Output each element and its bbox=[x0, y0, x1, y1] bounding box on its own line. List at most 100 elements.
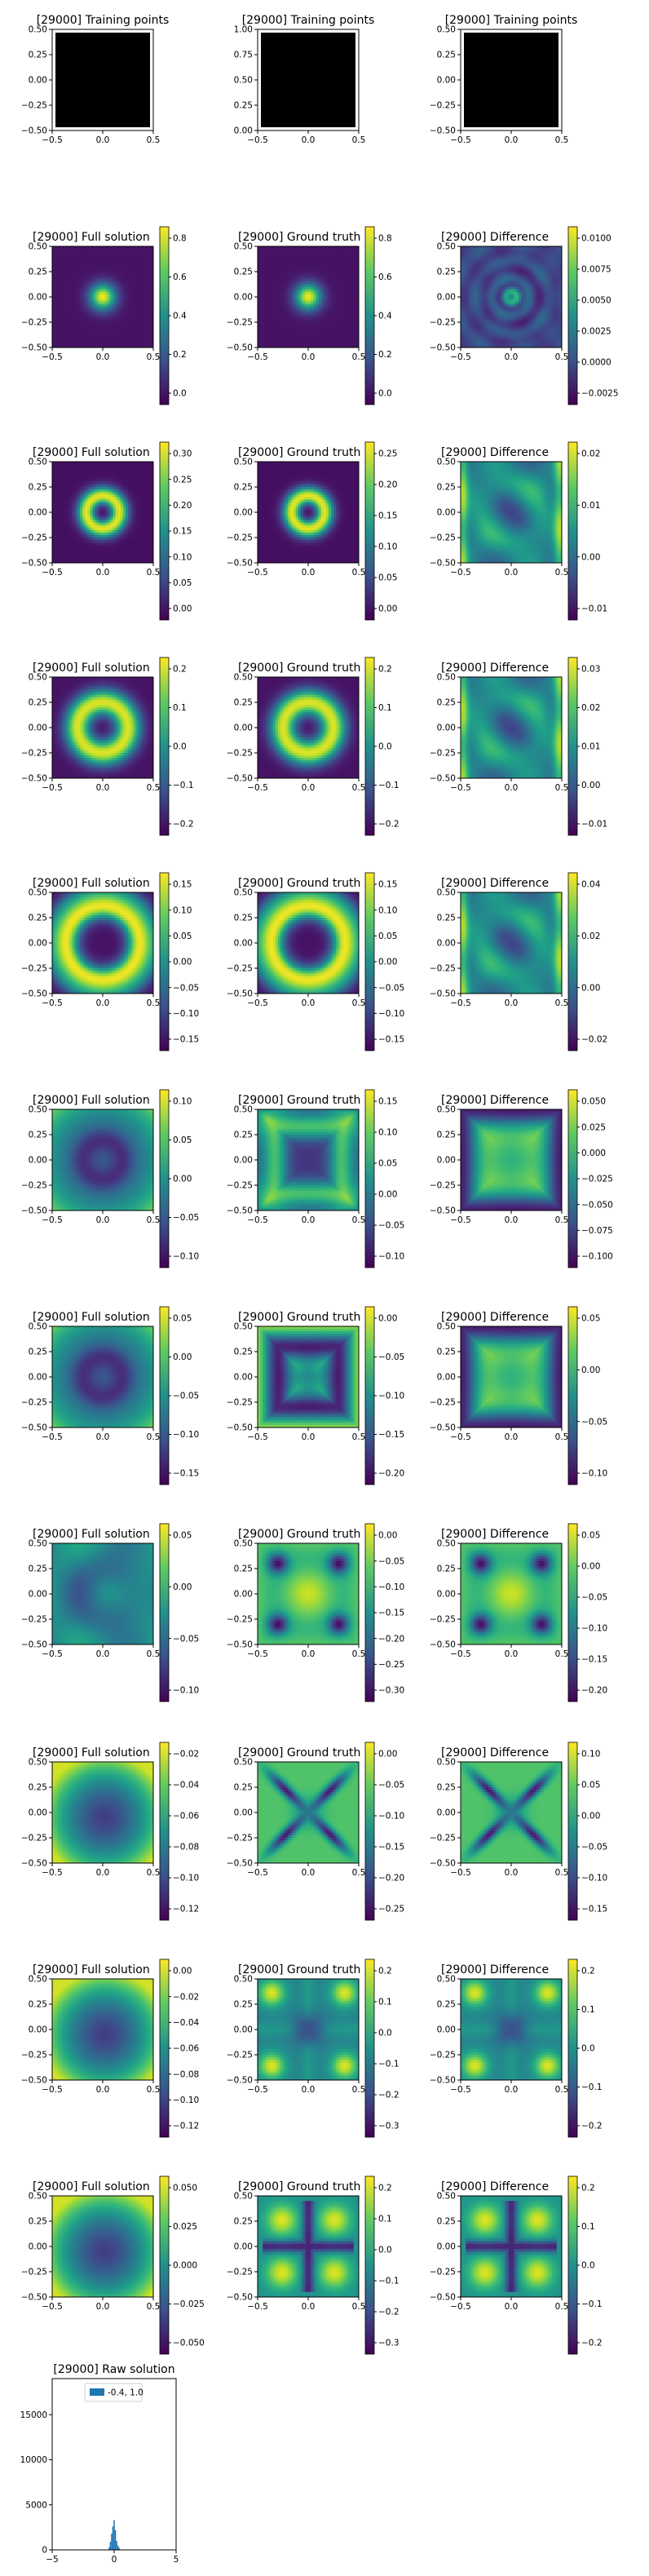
colorbar bbox=[160, 2176, 169, 2354]
hist-y-tick-label: 15000 bbox=[20, 2410, 47, 2420]
colorbar-tick-label: 0.1 bbox=[378, 2215, 392, 2224]
y-tick-label: −0.25 bbox=[21, 2268, 47, 2277]
panel: −0.5 0.0 0.50.500.250.00−0.25−0.500.00−0.0… bbox=[227, 1742, 404, 1920]
y-tick-label: −0.25 bbox=[430, 101, 456, 111]
y-tick-label: 0.75 bbox=[234, 51, 253, 60]
panel-row: −0.5 0.0 0.50.500.250.00−0.25−0.500.0500.0… bbox=[21, 2176, 603, 2354]
heatmap-image bbox=[52, 1979, 153, 2080]
colorbar-tick-label: 0.10 bbox=[173, 905, 192, 915]
panel-row: −0.5 0.0 0.50.500.250.00−0.25−0.500.300.25… bbox=[21, 442, 607, 620]
y-tick-label: −0.50 bbox=[21, 126, 47, 136]
x-tick-label: 0.5 bbox=[147, 998, 161, 1008]
y-tick-label: −0.25 bbox=[21, 1834, 47, 1843]
colorbar-tick-label: 0.00 bbox=[378, 604, 397, 614]
panel-title: [29000] Training points bbox=[242, 14, 375, 27]
y-tick-label: −0.50 bbox=[227, 2076, 253, 2086]
panel: −0.5 0.0 0.50.500.250.00−0.25−0.500.00−0.0… bbox=[227, 1307, 404, 1485]
heatmap-image bbox=[52, 677, 153, 778]
y-tick-label: 0.00 bbox=[437, 293, 456, 303]
x-tick-label: 0.5 bbox=[555, 2302, 569, 2312]
colorbar-tick-label: 0.05 bbox=[173, 932, 192, 941]
colorbar-tick-label: 0.0 bbox=[581, 2044, 595, 2054]
panel-title: [29000] Difference bbox=[441, 2180, 549, 2193]
y-tick-label: 0.25 bbox=[29, 51, 47, 60]
histogram-bar bbox=[111, 2534, 113, 2550]
training-points-fill bbox=[464, 33, 558, 127]
x-tick-label: 0.0 bbox=[505, 1215, 519, 1225]
colorbar-tick-label: 0.2 bbox=[378, 350, 392, 360]
heatmap-image bbox=[258, 1762, 359, 1863]
panel-row: −0.5 0.0 0.50.500.250.00−0.25−0.500.150.10… bbox=[21, 873, 607, 1051]
colorbar-tick-label: 0.25 bbox=[378, 449, 397, 459]
colorbar-tick-label: 0.1 bbox=[378, 703, 392, 713]
colorbar bbox=[160, 227, 169, 405]
heatmap-image bbox=[52, 1543, 153, 1644]
x-tick-label: −0.5 bbox=[247, 352, 268, 362]
x-tick-label: −0.5 bbox=[450, 783, 471, 793]
panel-title: [29000] Difference bbox=[441, 662, 549, 675]
y-tick-label: 0.25 bbox=[437, 914, 456, 923]
panel-title: [29000] Full solution bbox=[33, 1528, 150, 1541]
y-tick-label: 0.25 bbox=[234, 268, 253, 277]
panel: −0.5 0.0 0.50.500.250.00−0.25−0.500.100.05… bbox=[21, 1090, 199, 1268]
colorbar-tick-label: −0.20 bbox=[378, 1634, 404, 1644]
x-tick-label: 0.5 bbox=[555, 1868, 569, 1878]
hist-y-tick-label: 5000 bbox=[25, 2500, 47, 2510]
colorbar bbox=[568, 657, 577, 835]
colorbar-tick-label: 0.0 bbox=[378, 2246, 392, 2255]
colorbar-tick-label: −0.20 bbox=[378, 1874, 404, 1883]
colorbar-tick-label: 0.00 bbox=[581, 552, 600, 562]
colorbar-tick-label: −0.15 bbox=[581, 1655, 607, 1665]
colorbar-tick-label: 0.4 bbox=[378, 312, 392, 321]
colorbar bbox=[160, 873, 169, 1051]
y-tick-label: −0.25 bbox=[430, 1398, 456, 1408]
colorbar-tick-label: 0.10 bbox=[378, 905, 397, 915]
x-tick-label: 0.0 bbox=[96, 1649, 110, 1659]
panel: −0.5 0.0 0.50.500.250.00−0.25−0.500.050.00… bbox=[21, 1307, 199, 1485]
heatmap-image bbox=[258, 1326, 359, 1427]
y-tick-label: 0.25 bbox=[29, 483, 47, 493]
panel-title: [29000] Full solution bbox=[33, 1094, 150, 1107]
colorbar-tick-label: 0.00 bbox=[173, 958, 192, 967]
panel: −0.5 0.0 0.50.500.250.00−0.25−0.50−0.02−0.… bbox=[21, 1742, 200, 1920]
colorbar-tick-label: 0.0025 bbox=[581, 327, 611, 337]
colorbar-tick-label: 0.20 bbox=[378, 480, 397, 490]
panel: −0.5 0.0 0.50.500.250.00−0.25−0.500.150.10… bbox=[227, 1090, 404, 1268]
x-tick-label: 0.5 bbox=[147, 1432, 161, 1442]
heatmap-image bbox=[461, 1979, 562, 2080]
y-tick-label: 0.25 bbox=[437, 2000, 456, 2010]
colorbar-tick-label: −0.01 bbox=[581, 604, 607, 614]
y-tick-label: 0.25 bbox=[437, 51, 456, 60]
colorbar-tick-label: 0.2 bbox=[378, 2184, 392, 2193]
colorbar-tick-label: −0.05 bbox=[378, 1221, 404, 1231]
x-tick-label: 0.5 bbox=[147, 783, 161, 793]
y-tick-label: 0.25 bbox=[234, 2000, 253, 2010]
colorbar-tick-label: 0.2 bbox=[378, 1967, 392, 1976]
colorbar-tick-label: 0.0 bbox=[581, 2261, 595, 2271]
heatmap-image bbox=[258, 1979, 359, 2080]
colorbar bbox=[365, 227, 374, 405]
panel: −0.5 0.0 0.50.500.250.00−0.25−0.500.20.10.… bbox=[430, 1959, 603, 2137]
y-tick-label: −0.25 bbox=[227, 533, 253, 543]
colorbar-tick-label: −0.02 bbox=[173, 1992, 199, 2002]
panel: −0.5 0.0 0.50.500.250.00−0.25−0.500.20.10.… bbox=[227, 657, 400, 835]
colorbar-tick-label: −0.10 bbox=[173, 1430, 199, 1440]
panel-title: [29000] Ground truth bbox=[238, 1528, 360, 1541]
panel: −0.5 0.0 0.50.500.250.00−0.25−0.500.050.00… bbox=[430, 1307, 607, 1485]
panel: −0.5 0.0 0.50.500.250.00−0.25−0.500.20.10.… bbox=[430, 2176, 603, 2354]
x-tick-label: −0.5 bbox=[247, 998, 268, 1008]
panel-title: [29000] Full solution bbox=[33, 231, 150, 244]
x-tick-label: 0.5 bbox=[147, 1868, 161, 1878]
colorbar-tick-label: −0.30 bbox=[378, 1686, 404, 1696]
y-tick-label: 0.00 bbox=[234, 939, 253, 949]
panel: −0.5 0.0 0.50.500.250.00−0.25−0.500.050.00… bbox=[430, 1524, 607, 1702]
colorbar-tick-label: −0.05 bbox=[581, 1593, 607, 1603]
panel-title: [29000] Training points bbox=[37, 14, 170, 27]
colorbar-tick-label: 0.00 bbox=[378, 1750, 397, 1759]
colorbar-tick-label: −0.05 bbox=[581, 1417, 607, 1427]
y-tick-label: −0.50 bbox=[21, 1640, 47, 1650]
heatmap-image bbox=[52, 462, 153, 563]
colorbar-tick-label: 0.8 bbox=[173, 234, 187, 244]
panel: −0.5 0.0 0.50.500.250.00−0.25−0.500.300.25… bbox=[21, 442, 192, 620]
colorbar-tick-label: −0.15 bbox=[378, 1430, 404, 1440]
